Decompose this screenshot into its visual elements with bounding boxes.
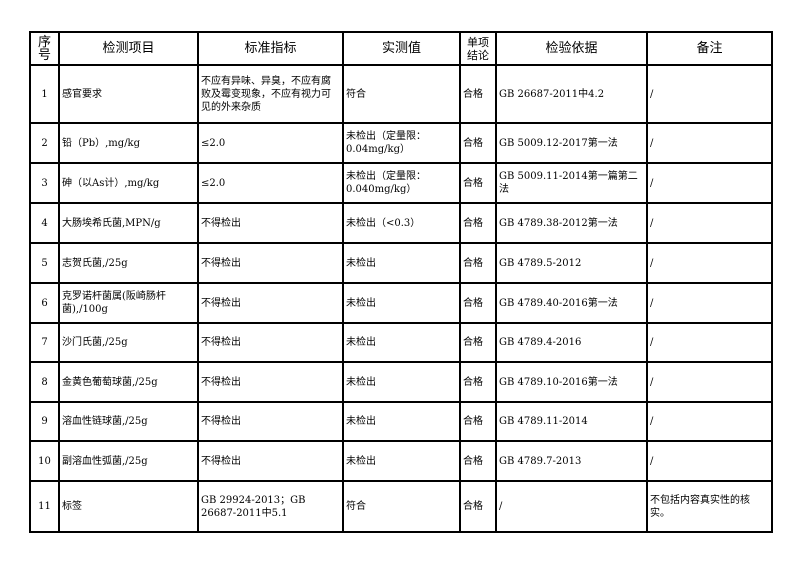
cell-note: / <box>646 242 773 284</box>
cell-basis: GB 4789.38-2012第一法 <box>495 202 648 244</box>
table-row: 4 大肠埃希氏菌,MPN/g 不得检出 未检出（<0.3） 合格 GB 4789.38-2… <box>29 202 773 244</box>
cell-conclusion: 合格 <box>459 242 497 284</box>
header-no: 序号 <box>29 31 60 66</box>
table-row: 2 铅（Pb）,mg/kg ≤2.0 未检出（定量限：0.04mg/kg） 合格 GB 5… <box>29 122 773 164</box>
cell-item: 铅（Pb）,mg/kg <box>58 122 199 164</box>
header-item: 检测项目 <box>58 31 199 66</box>
cell-basis: GB 5009.12-2017第一法 <box>495 122 648 164</box>
table-row: 8 金黄色葡萄球菌,/25g 不得检出 未检出 合格 GB 4789.10-2016第一法… <box>29 361 773 403</box>
cell-basis: GB 4789.4-2016 <box>495 322 648 363</box>
cell-note: / <box>646 202 773 244</box>
cell-basis: GB 4789.5-2012 <box>495 242 648 284</box>
cell-result: 未检出 <box>342 322 461 363</box>
cell-no: 10 <box>29 440 60 482</box>
cell-note: / <box>646 401 773 442</box>
cell-no: 4 <box>29 202 60 244</box>
cell-note: / <box>646 322 773 363</box>
cell-item: 溶血性链球菌,/25g <box>58 401 199 442</box>
cell-no: 9 <box>29 401 60 442</box>
table-row: 1 感官要求 不应有异味、异臭，不应有腐败及霉变现象，不应有视力可见的外来杂质 符合合… <box>29 64 773 124</box>
test-results-table: 序号 检测项目 标准指标 实测值 单项结论 检验依据 备注 1 感官要求 不应有异味… <box>29 31 773 533</box>
cell-basis: GB 4789.7-2013 <box>495 440 648 482</box>
cell-result: 未检出（定量限：0.040mg/kg） <box>342 162 461 204</box>
cell-result: 未检出 <box>342 361 461 403</box>
cell-item: 金黄色葡萄球菌,/25g <box>58 361 199 403</box>
header-conclusion: 单项结论 <box>459 31 497 66</box>
cell-basis: GB 4789.11-2014 <box>495 401 648 442</box>
cell-conclusion: 合格 <box>459 282 497 324</box>
cell-item: 克罗诺杆菌属(阪崎肠杆菌),/100g <box>58 282 199 324</box>
cell-note: / <box>646 64 773 124</box>
header-basis: 检验依据 <box>495 31 648 66</box>
cell-standard: ≤2.0 <box>197 122 344 164</box>
cell-item: 感官要求 <box>58 64 199 124</box>
cell-item: 砷（以As计）,mg/kg <box>58 162 199 204</box>
header-row: 序号 检测项目 标准指标 实测值 单项结论 检验依据 备注 <box>29 31 773 66</box>
header-note: 备注 <box>646 31 773 66</box>
cell-standard: 不得检出 <box>197 282 344 324</box>
table-row: 10 副溶血性弧菌,/25g 不得检出 未检出 合格 GB 4789.7-2013/ <box>29 440 773 482</box>
cell-no: 3 <box>29 162 60 204</box>
cell-result: 未检出（定量限：0.04mg/kg） <box>342 122 461 164</box>
cell-no: 7 <box>29 322 60 363</box>
cell-note: / <box>646 122 773 164</box>
cell-result: 未检出 <box>342 242 461 284</box>
cell-result: 符合 <box>342 480 461 533</box>
cell-conclusion: 合格 <box>459 401 497 442</box>
cell-standard: 不得检出 <box>197 361 344 403</box>
cell-note: 不包括内容真实性的核实。 <box>646 480 773 533</box>
cell-basis: GB 5009.11-2014第一篇第二法 <box>495 162 648 204</box>
cell-note: / <box>646 162 773 204</box>
cell-basis: GB 4789.10-2016第一法 <box>495 361 648 403</box>
table-row: 5 志贺氏菌,/25g 不得检出 未检出 合格 GB 4789.5-2012/ <box>29 242 773 284</box>
cell-standard: 不应有异味、异臭，不应有腐败及霉变现象，不应有视力可见的外来杂质 <box>197 64 344 124</box>
cell-conclusion: 合格 <box>459 480 497 533</box>
cell-conclusion: 合格 <box>459 440 497 482</box>
cell-standard: ≤2.0 <box>197 162 344 204</box>
cell-no: 2 <box>29 122 60 164</box>
table-row: 3 砷（以As计）,mg/kg ≤2.0 未检出（定量限：0.040mg/kg） 合格 G… <box>29 162 773 204</box>
table-row: 6 克罗诺杆菌属(阪崎肠杆菌),/100g 不得检出 未检出 合格 GB 4789.40-… <box>29 282 773 324</box>
cell-result: 未检出 <box>342 440 461 482</box>
cell-note: / <box>646 282 773 324</box>
cell-note: / <box>646 440 773 482</box>
cell-item: 副溶血性弧菌,/25g <box>58 440 199 482</box>
cell-result: 符合 <box>342 64 461 124</box>
cell-item: 大肠埃希氏菌,MPN/g <box>58 202 199 244</box>
cell-standard: 不得检出 <box>197 440 344 482</box>
table-row: 9 溶血性链球菌,/25g 不得检出 未检出 合格 GB 4789.11-2014/ <box>29 401 773 442</box>
cell-conclusion: 合格 <box>459 64 497 124</box>
cell-no: 11 <box>29 480 60 533</box>
cell-result: 未检出 <box>342 401 461 442</box>
cell-standard: 不得检出 <box>197 322 344 363</box>
cell-conclusion: 合格 <box>459 202 497 244</box>
cell-no: 5 <box>29 242 60 284</box>
cell-standard: 不得检出 <box>197 401 344 442</box>
cell-standard: 不得检出 <box>197 202 344 244</box>
table-row: 7 沙门氏菌,/25g 不得检出 未检出 合格 GB 4789.4-2016/ <box>29 322 773 363</box>
cell-no: 1 <box>29 64 60 124</box>
header-result: 实测值 <box>342 31 461 66</box>
cell-basis: / <box>495 480 648 533</box>
cell-conclusion: 合格 <box>459 361 497 403</box>
cell-conclusion: 合格 <box>459 122 497 164</box>
cell-no: 6 <box>29 282 60 324</box>
cell-standard: 不得检出 <box>197 242 344 284</box>
table-row: 11 标签 GB 29924-2013；GB 26687-2011中5.1 符合 合格 /… <box>29 480 773 533</box>
cell-item: 标签 <box>58 480 199 533</box>
cell-basis: GB 26687-2011中4.2 <box>495 64 648 124</box>
cell-note: / <box>646 361 773 403</box>
cell-basis: GB 4789.40-2016第一法 <box>495 282 648 324</box>
cell-item: 沙门氏菌,/25g <box>58 322 199 363</box>
cell-conclusion: 合格 <box>459 162 497 204</box>
cell-result: 未检出（<0.3） <box>342 202 461 244</box>
cell-result: 未检出 <box>342 282 461 324</box>
cell-item: 志贺氏菌,/25g <box>58 242 199 284</box>
cell-conclusion: 合格 <box>459 322 497 363</box>
cell-standard: GB 29924-2013；GB 26687-2011中5.1 <box>197 480 344 533</box>
header-standard: 标准指标 <box>197 31 344 66</box>
cell-no: 8 <box>29 361 60 403</box>
